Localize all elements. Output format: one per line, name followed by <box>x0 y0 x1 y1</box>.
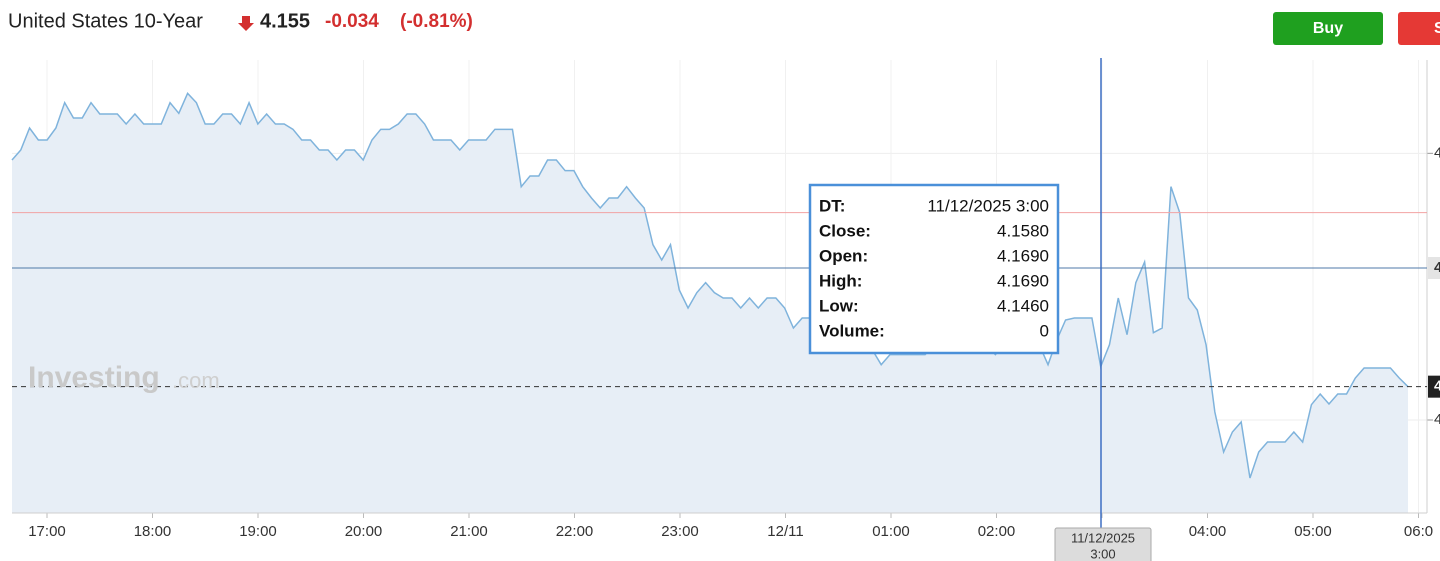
y-tick-label: 4 <box>1434 411 1440 428</box>
x-tick-label: 23:00 <box>661 523 699 540</box>
instrument-title: United States 10-Year <box>8 10 203 32</box>
price-tag <box>1428 257 1440 279</box>
x-tick-label: 22:00 <box>556 523 594 540</box>
change-percent: (-0.81%) <box>400 11 473 32</box>
change: -0.034 <box>325 11 379 32</box>
x-tick-label: 12/11 <box>767 523 803 540</box>
tooltip-label: Low: <box>819 296 859 315</box>
price-line <box>11 91 1409 479</box>
x-tick-label: 20:00 <box>345 523 383 540</box>
x-tick-label: 18:00 <box>134 523 172 540</box>
x-tick-label: 17:00 <box>28 523 66 540</box>
y-tick-label: 4 <box>1434 144 1440 161</box>
price: 4.155 <box>260 10 310 32</box>
x-tick-label: 06:0 <box>1404 523 1433 540</box>
tooltip-label: High: <box>819 271 862 290</box>
x-tick-label: 05:00 <box>1294 523 1332 540</box>
x-tick-label: 19:00 <box>239 523 277 540</box>
x-tick-label: 21:00 <box>450 523 488 540</box>
watermark-suffix: .com <box>172 368 220 393</box>
x-tick-label: 01:00 <box>872 523 910 540</box>
price-tag-label: 4 <box>1434 259 1440 276</box>
tooltip-label: Close: <box>819 221 871 240</box>
sell-button[interactable] <box>1398 12 1440 45</box>
x-tick-label: 04:00 <box>1189 523 1227 540</box>
sell-label[interactable]: S <box>1434 20 1440 37</box>
crosshair-tag <box>1054 527 1152 561</box>
tooltip-label: Open: <box>819 246 868 265</box>
tooltip-value: 0 <box>1040 321 1049 340</box>
x-tick-label: 02:00 <box>978 523 1016 540</box>
tooltip-label: Volume: <box>819 321 885 340</box>
tooltip <box>808 183 1060 355</box>
crosshair-time: 3:00 <box>1090 546 1115 561</box>
tooltip-value: 4.1690 <box>997 246 1049 265</box>
tooltip-value: 4.1460 <box>997 296 1049 315</box>
watermark-brand: Investing <box>28 361 160 394</box>
tooltip-value: 4.1690 <box>997 271 1049 290</box>
tooltip-label: DT: <box>819 196 845 215</box>
buy-label[interactable]: Buy <box>1313 20 1343 37</box>
crosshair-date: 11/12/2025 <box>1071 530 1135 545</box>
price-tag <box>1428 375 1440 398</box>
tooltip-value: 11/12/2025 3:00 <box>927 196 1049 215</box>
down-arrow <box>238 16 254 31</box>
area-fill <box>12 93 1408 513</box>
buy-button[interactable] <box>1273 12 1383 45</box>
price-tag-label: 4 <box>1434 378 1440 395</box>
tooltip-value: 4.1580 <box>997 221 1049 240</box>
